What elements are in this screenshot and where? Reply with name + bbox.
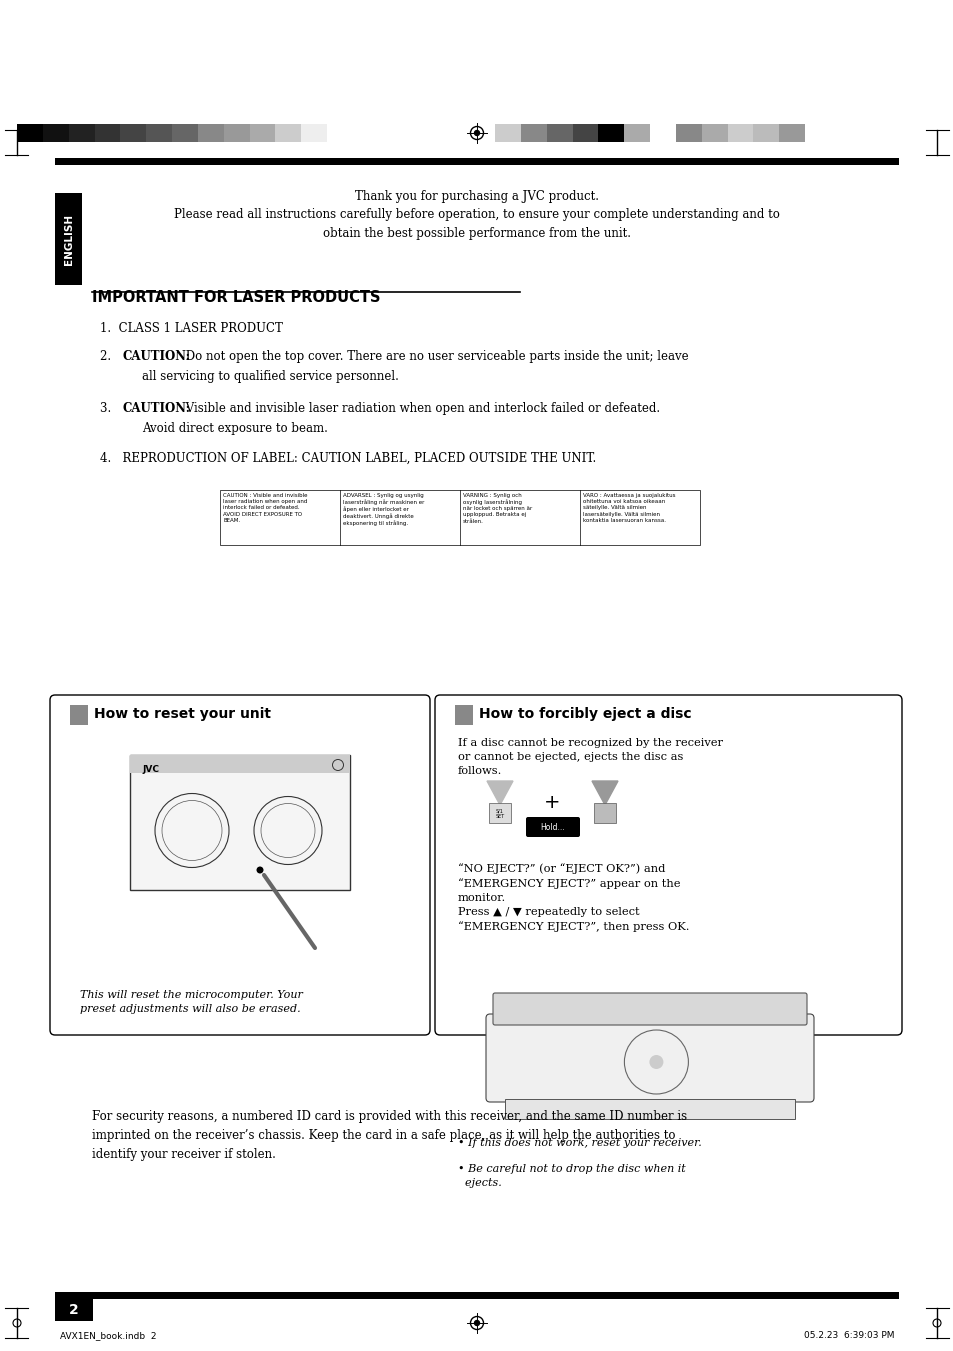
Bar bbox=[727, 124, 753, 142]
Text: CAUTION:: CAUTION: bbox=[122, 350, 190, 363]
Bar bbox=[504, 1098, 794, 1119]
FancyBboxPatch shape bbox=[435, 694, 901, 1035]
Bar bbox=[675, 124, 700, 142]
Circle shape bbox=[649, 1055, 662, 1069]
Circle shape bbox=[474, 131, 479, 135]
Text: Hold...: Hold... bbox=[540, 823, 565, 831]
Bar bbox=[43, 124, 69, 142]
Bar bbox=[598, 124, 623, 142]
Bar bbox=[197, 124, 223, 142]
Bar bbox=[146, 124, 172, 142]
Text: For security reasons, a numbered ID card is provided with this receiver, and the: For security reasons, a numbered ID card… bbox=[91, 1111, 686, 1161]
Bar bbox=[520, 124, 546, 142]
Bar bbox=[55, 158, 898, 165]
Bar bbox=[69, 124, 94, 142]
Text: This will reset the microcomputer. Your
preset adjustments will also be erased.: This will reset the microcomputer. Your … bbox=[80, 990, 302, 1015]
Text: Please read all instructions carefully before operation, to ensure your complete: Please read all instructions carefully b… bbox=[173, 208, 780, 222]
Bar bbox=[55, 193, 82, 285]
Text: “NO EJECT?” (or “EJECT OK?”) and
“EMERGENCY EJECT?” appear on the
monitor.
Press: “NO EJECT?” (or “EJECT OK?”) and “EMERGE… bbox=[457, 863, 689, 932]
Bar bbox=[120, 124, 146, 142]
Bar bbox=[700, 124, 727, 142]
Text: all servicing to qualified service personnel.: all servicing to qualified service perso… bbox=[142, 370, 398, 382]
Bar bbox=[55, 1292, 898, 1300]
Text: obtain the best possible performance from the unit.: obtain the best possible performance fro… bbox=[323, 227, 630, 240]
Text: Visible and invisible laser radiation when open and interlock failed or defeated: Visible and invisible laser radiation wh… bbox=[182, 403, 659, 415]
Bar bbox=[220, 490, 700, 544]
Text: ADVARSEL : Synlig og usynlig
laserstråling når maskinen er
åpen eller interlocke: ADVARSEL : Synlig og usynlig laserstråli… bbox=[343, 493, 424, 526]
FancyBboxPatch shape bbox=[50, 694, 430, 1035]
Text: • If this does not work, reset your receiver.: • If this does not work, reset your rece… bbox=[457, 1138, 701, 1148]
Text: +: + bbox=[543, 793, 560, 812]
FancyBboxPatch shape bbox=[525, 817, 579, 838]
Text: 1.  CLASS 1 LASER PRODUCT: 1. CLASS 1 LASER PRODUCT bbox=[100, 322, 283, 335]
Bar bbox=[301, 124, 327, 142]
Text: ENGLISH: ENGLISH bbox=[64, 213, 73, 265]
Bar bbox=[250, 124, 275, 142]
Text: Do not open the top cover. There are no user serviceable parts inside the unit; : Do not open the top cover. There are no … bbox=[182, 350, 688, 363]
Text: 2: 2 bbox=[69, 1302, 79, 1317]
Text: 05.2.23  6:39:03 PM: 05.2.23 6:39:03 PM bbox=[802, 1331, 893, 1340]
Polygon shape bbox=[592, 781, 618, 805]
Bar bbox=[17, 124, 43, 142]
Bar bbox=[275, 124, 301, 142]
Text: IMPORTANT FOR LASER PRODUCTS: IMPORTANT FOR LASER PRODUCTS bbox=[91, 290, 380, 305]
Bar bbox=[546, 124, 572, 142]
Circle shape bbox=[256, 866, 263, 874]
Bar bbox=[130, 755, 350, 890]
Bar bbox=[779, 124, 804, 142]
Text: CAUTION:: CAUTION: bbox=[122, 403, 190, 415]
FancyBboxPatch shape bbox=[493, 993, 806, 1025]
Text: 4.   REPRODUCTION OF LABEL: CAUTION LABEL, PLACED OUTSIDE THE UNIT.: 4. REPRODUCTION OF LABEL: CAUTION LABEL,… bbox=[100, 453, 596, 465]
Text: How to forcibly eject a disc: How to forcibly eject a disc bbox=[478, 707, 691, 721]
Text: CAUTION : Visible and invisible
laser radiation when open and
interlock failed o: CAUTION : Visible and invisible laser ra… bbox=[223, 493, 307, 523]
Text: VARO : Avattaessa ja suojalukitus
ohitettuna voi katsoa oikeaan
säteilylle. Vält: VARO : Avattaessa ja suojalukitus ohitet… bbox=[582, 493, 675, 523]
Text: • Be careful not to drop the disc when it
  ejects.: • Be careful not to drop the disc when i… bbox=[457, 1165, 685, 1188]
Text: VARNING : Synlig och
osynlig laserstrålning
när locket och spärren är
upploppud.: VARNING : Synlig och osynlig laserstråln… bbox=[462, 493, 532, 524]
Circle shape bbox=[474, 1320, 479, 1325]
Text: AVX1EN_book.indb  2: AVX1EN_book.indb 2 bbox=[60, 1331, 156, 1340]
Bar bbox=[94, 124, 120, 142]
Text: Thank you for purchasing a JVC product.: Thank you for purchasing a JVC product. bbox=[355, 190, 598, 203]
Text: How to reset your unit: How to reset your unit bbox=[94, 707, 271, 721]
Bar bbox=[753, 124, 779, 142]
Bar bbox=[70, 705, 88, 725]
Text: 3.: 3. bbox=[100, 403, 118, 415]
Bar bbox=[55, 1300, 92, 1321]
Bar bbox=[623, 124, 649, 142]
Text: S/1
SET: S/1 SET bbox=[495, 808, 504, 819]
Bar bbox=[172, 124, 197, 142]
Bar bbox=[223, 124, 250, 142]
Bar bbox=[572, 124, 598, 142]
Text: JVC: JVC bbox=[142, 765, 159, 774]
Bar bbox=[455, 705, 473, 725]
Polygon shape bbox=[486, 781, 513, 805]
Text: Avoid direct exposure to beam.: Avoid direct exposure to beam. bbox=[142, 422, 328, 435]
Bar bbox=[594, 802, 616, 823]
Text: If a disc cannot be recognized by the receiver
or cannot be ejected, ejects the : If a disc cannot be recognized by the re… bbox=[457, 738, 722, 775]
FancyBboxPatch shape bbox=[485, 1015, 813, 1102]
Bar bbox=[495, 124, 520, 142]
Bar bbox=[130, 755, 350, 773]
Bar bbox=[649, 124, 675, 142]
Text: 2.: 2. bbox=[100, 350, 118, 363]
Bar bbox=[489, 802, 511, 823]
